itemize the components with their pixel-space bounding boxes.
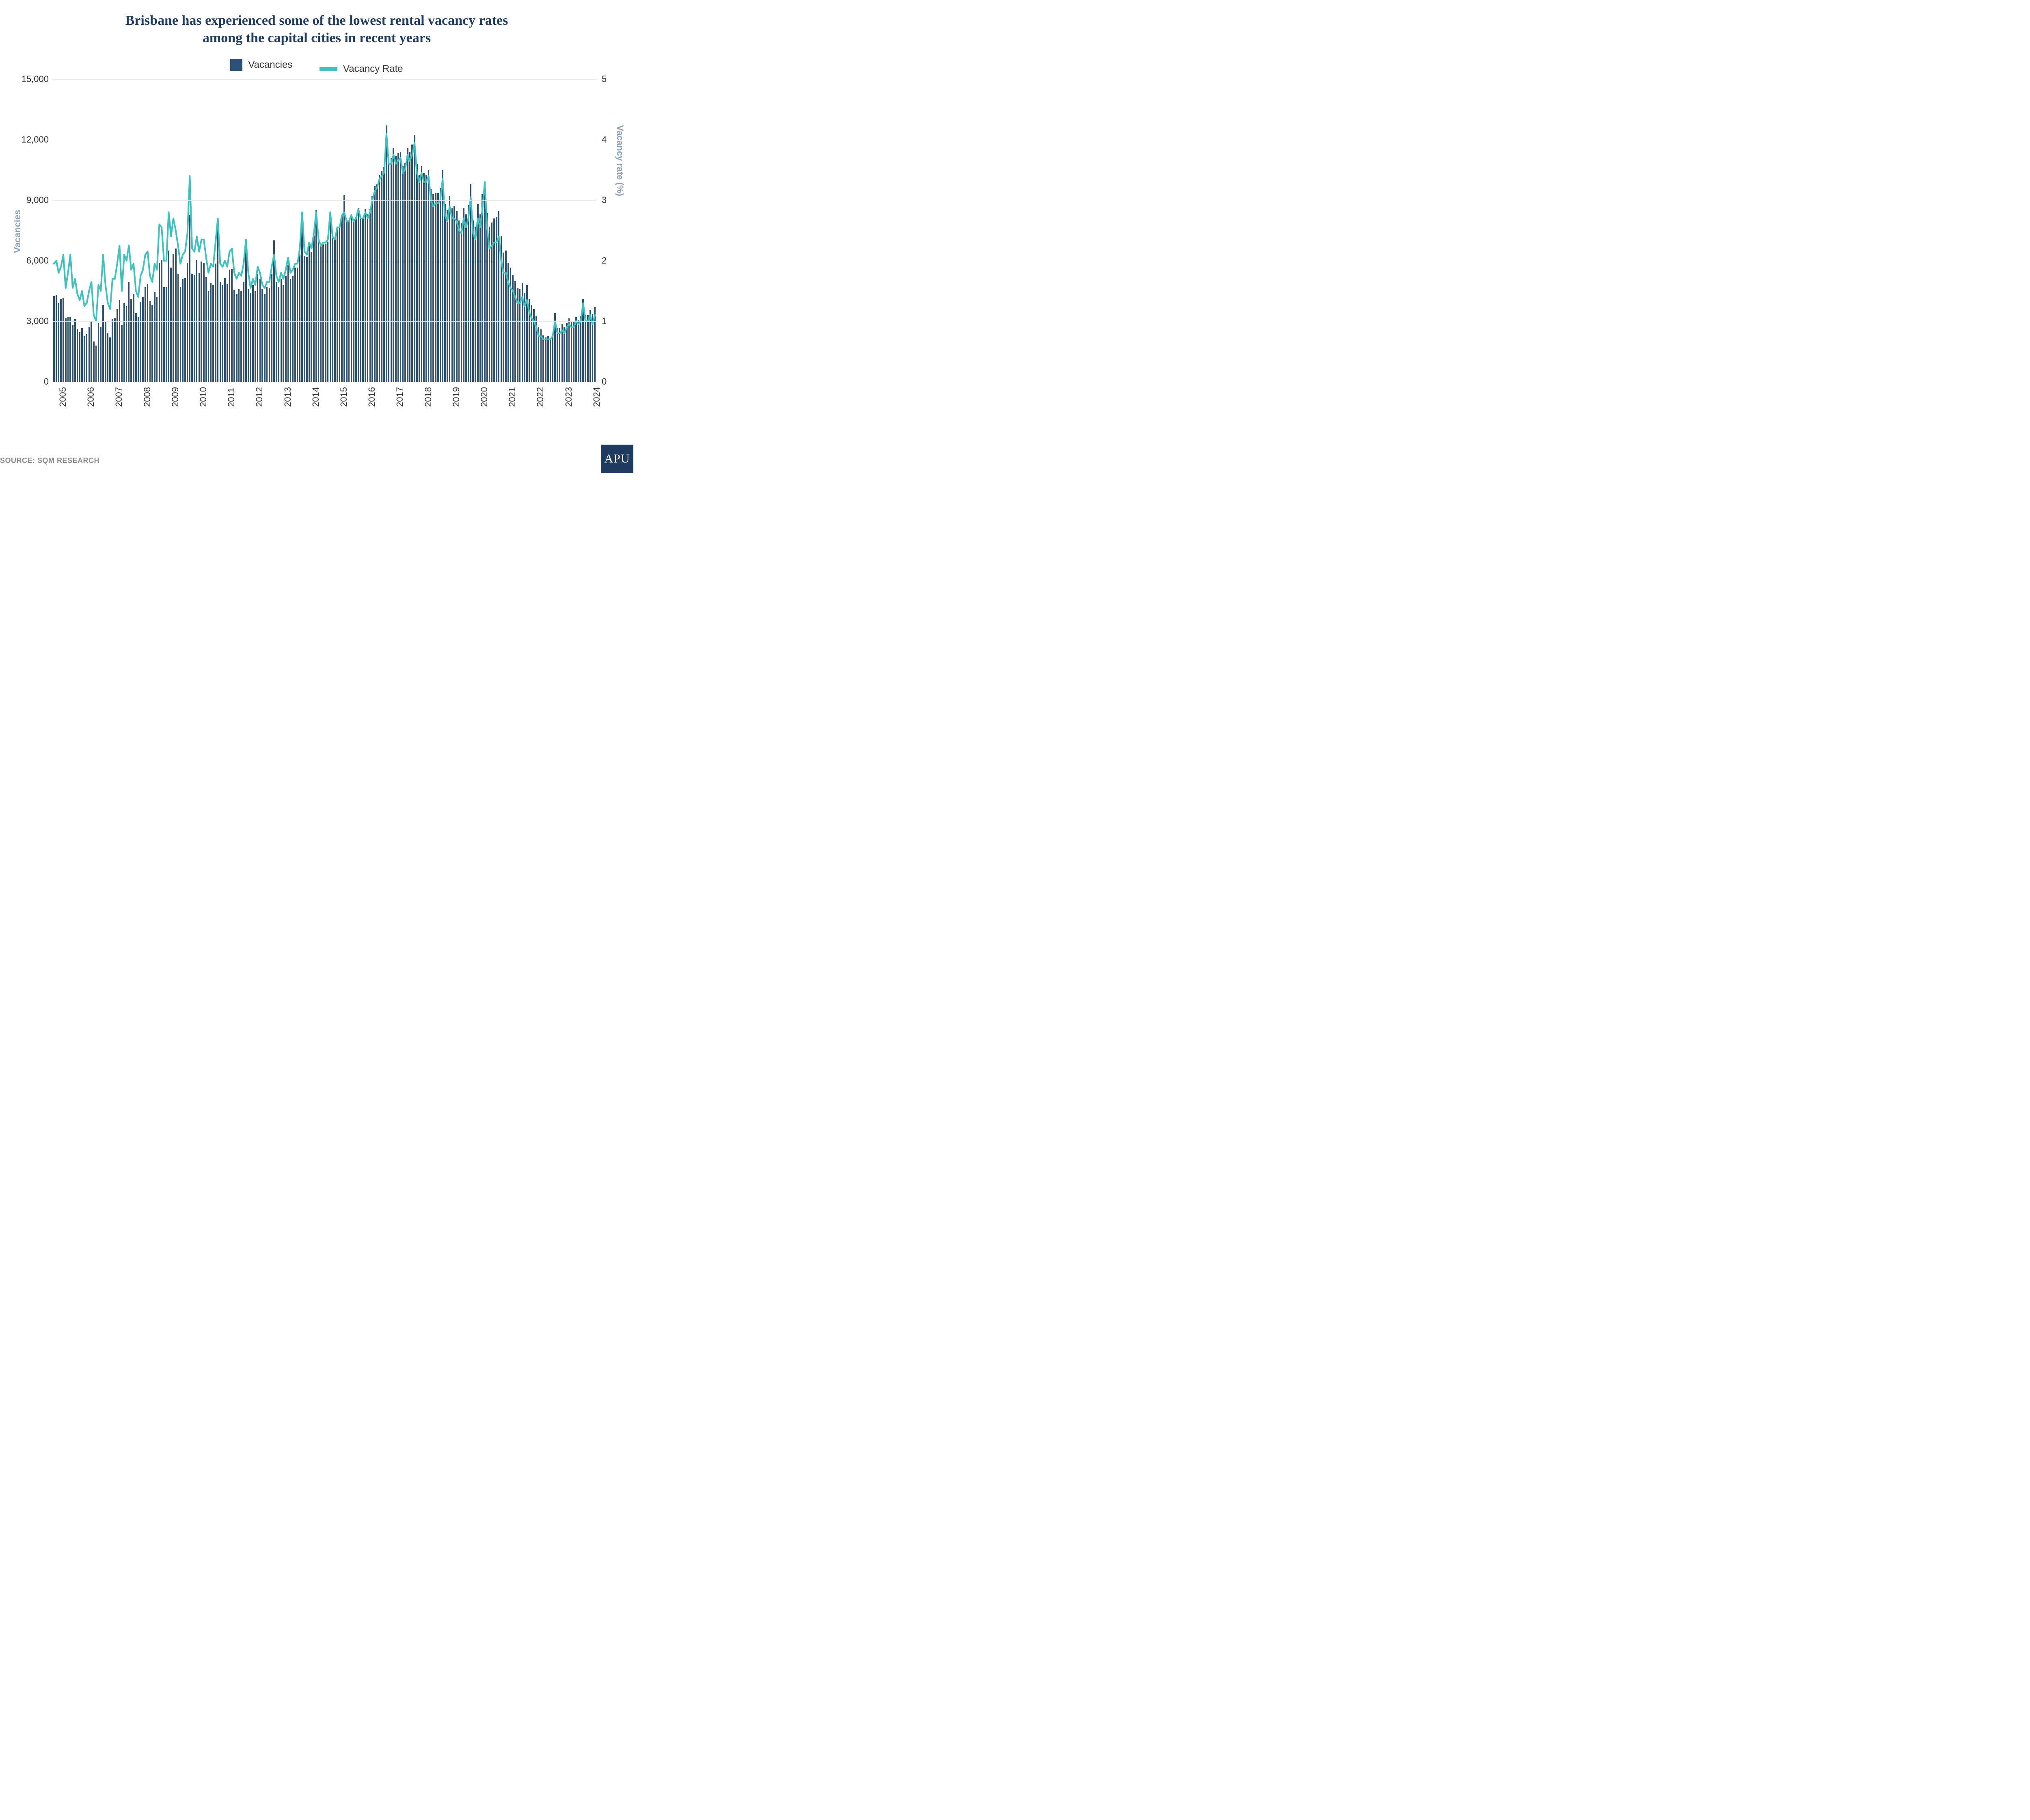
x-tick-year: 2015 <box>339 387 349 407</box>
x-tick-year: 2023 <box>564 387 574 407</box>
x-tick-year: 2021 <box>507 387 518 407</box>
y-left-tick: 3,000 <box>16 316 49 326</box>
y-right-tick: 0 <box>602 376 607 387</box>
y-axis-right-label: Vacancy rate (%) <box>615 125 625 196</box>
x-tick-year: 2006 <box>86 387 96 407</box>
gridline <box>53 200 596 201</box>
y-axis-left-label: Vacancies <box>12 210 23 253</box>
gridline <box>53 321 596 322</box>
title-line-1: Brisbane has experienced some of the low… <box>125 13 508 28</box>
x-tick-year: 2005 <box>58 387 68 407</box>
legend-item-bars: Vacancies <box>230 59 292 71</box>
x-tick-year: 2007 <box>114 387 124 407</box>
y-right-tick: 4 <box>602 134 607 145</box>
legend-line-label: Vacancy Rate <box>343 63 403 75</box>
y-left-tick: 9,000 <box>16 195 49 205</box>
legend-item-line: Vacancy Rate <box>320 63 403 75</box>
x-tick-year: 2013 <box>283 387 293 407</box>
legend: Vacancies Vacancy Rate <box>0 59 633 75</box>
x-tick-year: 2011 <box>226 388 237 407</box>
legend-bars-label: Vacancies <box>248 59 292 71</box>
x-tick-year: 2018 <box>423 387 434 407</box>
x-tick-year: 2019 <box>451 387 462 407</box>
x-tick-year: 2020 <box>479 387 490 407</box>
x-tick-year: 2016 <box>367 387 377 407</box>
chart-container: Brisbane has experienced some of the low… <box>0 0 633 473</box>
y-right-tick: 5 <box>602 74 607 84</box>
y-right-tick: 3 <box>602 195 607 205</box>
y-left-tick: 15,000 <box>16 74 49 84</box>
x-tick-year: 2022 <box>535 387 546 407</box>
x-tick-year: 2008 <box>142 387 153 407</box>
legend-line-swatch <box>320 67 337 71</box>
y-left-tick: 6,000 <box>16 255 49 266</box>
y-left-tick: 12,000 <box>16 134 49 145</box>
y-right-tick: 1 <box>602 316 607 326</box>
gridline <box>53 79 596 80</box>
source-text: SOURCE: SQM RESEARCH <box>0 456 99 465</box>
plot-area <box>53 79 596 382</box>
x-tick-year: 2017 <box>395 387 405 407</box>
title-line-2: among the capital cities in recent years <box>203 30 431 45</box>
y-right-tick: 2 <box>602 255 607 266</box>
legend-bar-swatch <box>230 59 242 71</box>
chart-title: Brisbane has experienced some of the low… <box>0 12 633 47</box>
x-tick-year: 2009 <box>170 387 181 407</box>
x-tick-year: 2014 <box>311 387 321 407</box>
x-tick-year: 2010 <box>198 387 209 407</box>
logo-badge: APU <box>601 445 633 473</box>
x-tick-year: 2012 <box>254 387 265 407</box>
x-tick-year: 2024 <box>592 387 602 407</box>
vacancy-rate-line <box>53 79 596 382</box>
y-left-tick: 0 <box>16 376 49 387</box>
